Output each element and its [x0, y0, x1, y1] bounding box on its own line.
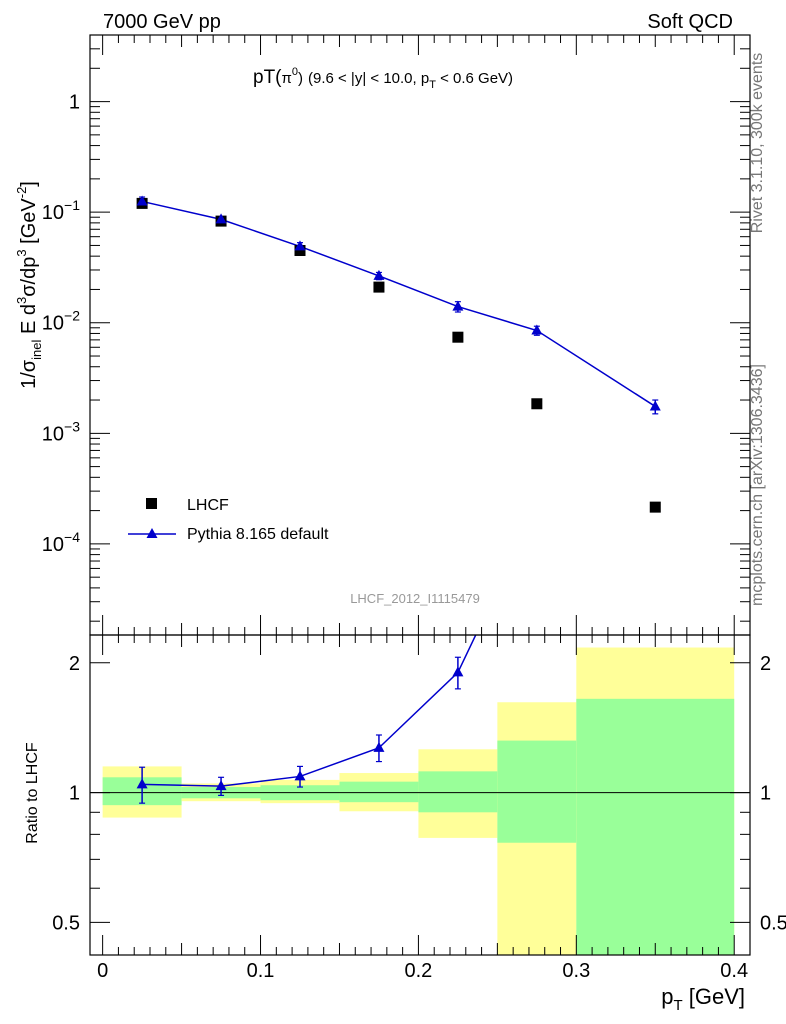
ratio-y-tick-label-right: 0.5: [760, 912, 786, 934]
x-tick-label: 0.3: [562, 960, 590, 982]
lhcf-point: [649, 501, 661, 513]
lhcf-point: [294, 245, 306, 257]
ratio-y-tick-label-left: 0.5: [52, 912, 80, 934]
ratio-y-tick-label-right: 1: [760, 783, 771, 805]
ratio-point: [215, 780, 227, 791]
ratio-point: [373, 741, 385, 752]
main-y-tick-label: 10−4: [42, 529, 80, 556]
main-frame: [89, 34, 751, 636]
main-y-tick-label: 10−1: [42, 197, 80, 224]
ratio-band-green: [418, 771, 498, 813]
header-energy-label: 7000 GeV pp: [103, 11, 221, 33]
mcplots-reference-label: mcplots.cern.ch [arXiv:1306.3436]: [749, 364, 766, 606]
ratio-band-green: [576, 698, 735, 955]
pythia-point: [452, 300, 464, 311]
main-title: pT(π0) (9.6 < |y| < 10.0, pT < 0.6 GeV): [253, 66, 513, 91]
pythia-point: [294, 240, 306, 251]
main-y-axis-ticks: 1 10−1 10−2 10−3 10−4: [42, 34, 750, 635]
ratio-point: [452, 666, 464, 677]
main-y-axis-label: 1/σinel E d3σ/dp3 [GeV-2]: [14, 181, 44, 389]
pythia-line: [141, 200, 656, 408]
pythia-point: [136, 195, 148, 206]
x-tick-label: 0.1: [247, 960, 275, 982]
ratio-point: [294, 770, 306, 781]
pythia-point: [215, 213, 227, 224]
legend-lhcf-label: LHCF: [187, 497, 229, 514]
ratio-frame: [89, 634, 751, 956]
main-y-tick-label: 1: [69, 92, 80, 114]
ratio-band-green: [339, 781, 419, 803]
legend-lhcf-marker: [146, 498, 157, 509]
main-y-tick-label: 10−3: [42, 418, 80, 445]
analysis-watermark: LHCF_2012_I1115479: [350, 591, 480, 606]
legend-pythia-marker: [146, 528, 158, 538]
x-tick-label: 0.4: [720, 960, 748, 982]
ratio-point: [531, 501, 542, 511]
legend: LHCF Pythia 8.165 default: [128, 497, 329, 543]
rivet-version-label: Rivet 3.1.10, 300k events: [749, 53, 766, 234]
ratio-series: [136, 501, 542, 804]
pythia-point: [373, 269, 385, 280]
lhcf-point: [373, 281, 385, 293]
ratio-uncertainty-bands: [102, 647, 735, 955]
ratio-point: [136, 778, 148, 789]
x-tick-label: 0.2: [405, 960, 433, 982]
lhcf-point: [452, 331, 464, 343]
main-y-tick-label: 10−2: [42, 308, 80, 335]
x-axis-label: pT [GeV]: [661, 984, 745, 1014]
ratio-y-tick-label-left: 1: [69, 783, 80, 805]
legend-pythia-label: Pythia 8.165 default: [187, 526, 329, 543]
pythia-point: [531, 324, 543, 335]
ratio-band-green: [497, 740, 577, 843]
ratio-y-axis-label: Ratio to LHCF: [24, 742, 41, 844]
lhcf-point: [531, 398, 543, 410]
header-process-label: Soft QCD: [647, 11, 733, 33]
x-tick-label: 0: [97, 960, 108, 982]
ratio-axis-ticks: 0.5 0.5 1 1 2 2 0 0.1 0.2 0.3 0.4: [52, 635, 786, 982]
ratio-y-tick-label-right: 2: [760, 653, 771, 675]
ratio-y-tick-label-left: 2: [69, 653, 80, 675]
main-series: [136, 195, 661, 513]
pythia-point: [649, 400, 661, 411]
